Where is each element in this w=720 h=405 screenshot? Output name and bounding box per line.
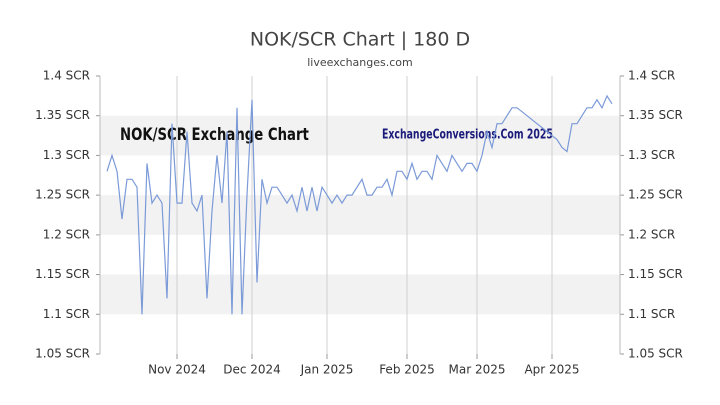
x-tick-label: Apr 2025 [524,363,579,377]
y-tick-label: 1.4 SCR [43,69,90,83]
x-tick-label: Feb 2025 [379,363,435,377]
grid-band [100,274,620,315]
y-tick-label-right: 1.2 SCR [628,227,675,241]
y-tick-label-right: 1.3 SCR [628,148,675,162]
y-tick-label: 1.3 SCR [43,148,90,162]
y-tick-label-right: 1.05 SCR [628,347,683,361]
x-tick-label: Nov 2024 [148,363,206,377]
y-tick-label-right: 1.25 SCR [628,188,683,202]
x-tick-label: Dec 2024 [223,363,281,377]
x-tick-label: Mar 2025 [449,363,506,377]
y-tick-label: 1.25 SCR [35,188,90,202]
y-tick-label-right: 1.35 SCR [628,108,683,122]
y-tick-label-right: 1.4 SCR [628,69,675,83]
y-tick-label-right: 1.1 SCR [628,307,675,321]
y-tick-label: 1.35 SCR [35,108,90,122]
x-tick-label: Jan 2025 [300,363,354,377]
line-series [106,94,613,315]
y-tick-label: 1.15 SCR [35,267,90,281]
y-tick-label: 1.2 SCR [43,227,90,241]
grid-band [100,195,620,235]
y-tick-label: 1.1 SCR [43,307,90,321]
chart-title: NOK/SCR Chart | 180 D [250,29,470,51]
y-tick-label: 1.05 SCR [35,347,90,361]
y-tick-label-right: 1.15 SCR [628,267,683,281]
watermark: ExchangeConversions.Com 2025 [382,126,553,142]
watermark: NOK/SCR Exchange Chart [120,124,309,144]
chart-subtitle: liveexchanges.com [307,56,412,69]
